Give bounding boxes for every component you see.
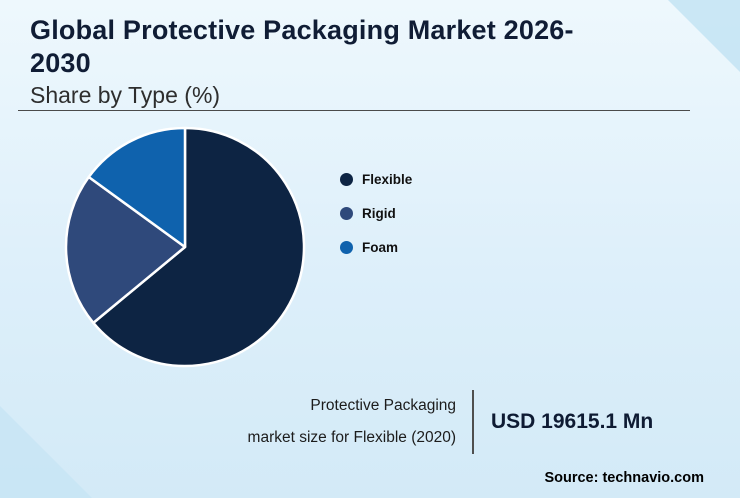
legend-item-foam: Foam <box>340 240 412 255</box>
footnote-text: Protective Packaging market size for Fle… <box>182 390 456 454</box>
footnote-line-2: market size for Flexible (2020) <box>247 429 456 446</box>
legend-item-rigid: Rigid <box>340 206 412 221</box>
legend-dot-foam <box>340 241 353 254</box>
pie-slice-rigid <box>64 175 187 325</box>
legend-label-foam: Foam <box>362 240 399 255</box>
header: Global Protective Packaging Market 2026-… <box>30 14 670 109</box>
legend: Flexible Rigid Foam <box>340 172 412 274</box>
pie-slice-foam <box>87 126 187 249</box>
footnote-line-1: Protective Packaging <box>310 397 456 414</box>
pie-chart-svg <box>64 126 306 368</box>
pie-slice-flexible <box>92 126 306 368</box>
footnote-divider <box>472 390 474 454</box>
page-title: Global Protective Packaging Market 2026-… <box>30 15 574 78</box>
legend-dot-rigid <box>340 207 353 220</box>
highlight-value: USD 19615.1 Mn <box>491 410 654 433</box>
footnote-row: Protective Packaging market size for Fle… <box>182 390 653 454</box>
legend-item-flexible: Flexible <box>340 172 412 187</box>
legend-dot-flexible <box>340 173 353 186</box>
page-subtitle: Share by Type (%) <box>30 82 221 108</box>
legend-label-flexible: Flexible <box>362 172 413 187</box>
source-text: Source: technavio.com <box>544 470 704 486</box>
pie-chart <box>60 122 310 372</box>
corner-decoration-top-right <box>668 0 740 72</box>
legend-label-rigid: Rigid <box>362 206 396 221</box>
title-divider <box>18 110 690 111</box>
corner-decoration-bottom-left <box>0 406 92 498</box>
